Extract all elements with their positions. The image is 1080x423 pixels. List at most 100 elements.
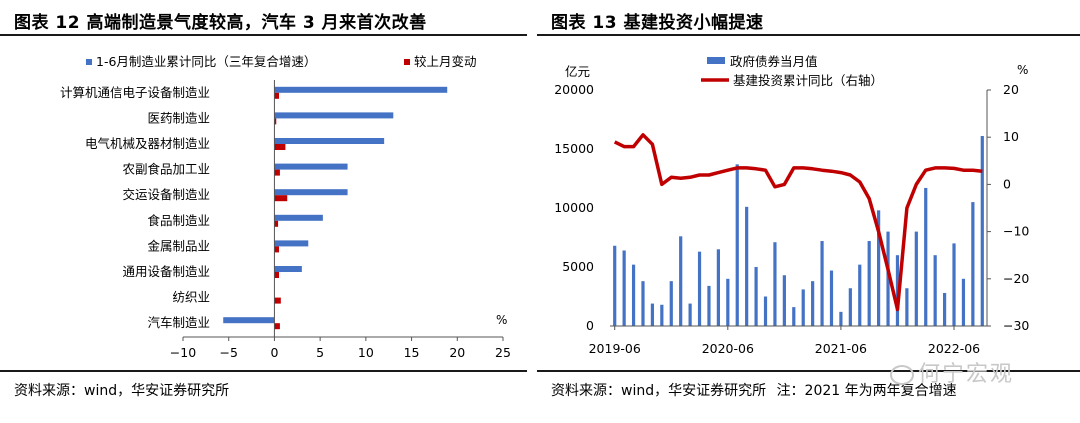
- x-tick-label: 2022-06: [928, 341, 980, 356]
- bar-series-1: [274, 112, 394, 119]
- govt-bond-bar: [688, 303, 692, 326]
- bar-series-1: [274, 138, 385, 144]
- category-label: 金属制品业: [147, 238, 210, 253]
- govt-bond-bar: [754, 267, 758, 326]
- category-label: 医药制造业: [147, 110, 210, 125]
- govt-bond-bar: [660, 304, 664, 326]
- govt-bond-bar: [820, 241, 824, 326]
- right-axis-tick-label: −10: [1003, 224, 1029, 239]
- govt-bond-bar: [679, 236, 683, 326]
- bar-series-1: [274, 189, 348, 196]
- left-source-text: 资料来源：wind，华安证券研究所: [14, 383, 230, 399]
- right-title-bar: 图表 13 基建投资小幅提速: [537, 4, 1080, 36]
- left-legend: 1-6月制造业累计同比（三年复合增速） 较上月变动: [86, 54, 477, 69]
- bar-series-2: [274, 92, 279, 99]
- left-title-bar: 图表 12 高端制造景气度较高，汽车 3 月来首次改善: [0, 4, 527, 36]
- govt-bond-bar: [829, 270, 834, 326]
- govt-bond-bar: [942, 292, 947, 326]
- govt-bond-bar: [669, 281, 673, 326]
- govt-bond-bar: [858, 264, 862, 326]
- x-tick-label: 2021-06: [815, 341, 867, 356]
- govt-bond-bar: [839, 311, 843, 326]
- govt-bond-bar: [613, 245, 617, 326]
- legend-label-series-2: 较上月变动: [414, 54, 477, 69]
- x-tick-label: −10: [170, 345, 196, 360]
- legend-swatch-series-2: [404, 59, 410, 65]
- govt-bond-bar: [895, 255, 900, 326]
- x-tick-label: 2020-06: [702, 341, 754, 356]
- bar-series-2: [274, 323, 280, 330]
- left-axis-tick-label: 20000: [554, 82, 594, 97]
- infra-investment-line: [613, 133, 983, 312]
- wechat-icon: [890, 365, 914, 385]
- govt-bond-bar: [726, 278, 730, 326]
- right-axis-unit: %: [1017, 63, 1028, 77]
- bar-series-1: [274, 266, 302, 272]
- right-axis-tick-label: −30: [1003, 318, 1029, 333]
- category-label: 汽车制造业: [147, 315, 210, 330]
- bar-series-2: [274, 297, 281, 304]
- left-chart-panel: 图表 12 高端制造景气度较高，汽车 3 月来首次改善 1-6月制造业累计同比（…: [0, 0, 527, 423]
- right-note-text: 注：2021 年为两年复合增速: [776, 383, 957, 399]
- govt-bond-bar: [707, 285, 711, 326]
- bar-series-2: [274, 195, 288, 202]
- govt-bond-bar: [914, 231, 918, 326]
- bar-series-1: [274, 163, 348, 170]
- govt-bond-bar: [697, 251, 702, 326]
- watermark-text: 何宁宏观: [918, 362, 1015, 387]
- bar-series-2: [274, 272, 279, 278]
- category-label: 纺织业: [172, 290, 210, 305]
- bar-series-1: [274, 86, 448, 93]
- left-axis-tick-label: 10000: [554, 200, 594, 215]
- right-axis-tick-label: 0: [1003, 176, 1011, 191]
- x-tick-label: 10: [358, 345, 374, 360]
- bar-series-2: [274, 246, 279, 253]
- right-axis-tick-label: 10: [1003, 129, 1019, 144]
- govt-bond-bar: [782, 275, 786, 326]
- govt-bond-bar: [716, 249, 720, 326]
- right-chart-title: 图表 13 基建投资小幅提速: [551, 13, 764, 33]
- govt-bond-bar: [773, 242, 777, 326]
- govt-bond-bar: [971, 202, 975, 326]
- category-label: 交运设备制造业: [122, 187, 210, 202]
- govt-bond-bar: [641, 281, 645, 326]
- right-source-text: 资料来源：wind，华安证券研究所: [551, 383, 767, 399]
- category-label: 通用设备制造业: [122, 264, 210, 279]
- govt-bond-bar: [811, 281, 815, 326]
- bar-series-2: [274, 169, 280, 176]
- left-axis-unit: 亿元: [565, 64, 590, 79]
- govt-bond-bar: [933, 255, 937, 326]
- right-source-bar: 资料来源：wind，华安证券研究所 注：2021 年为两年复合增速: [537, 370, 1080, 410]
- left-unit-label: %: [496, 313, 507, 327]
- govt-bond-bar: [905, 288, 909, 326]
- right-axis-tick-label: 20: [1003, 82, 1019, 97]
- govt-bond-bar: [961, 278, 966, 326]
- legend-label-line: 基建投资累计同比（右轴）: [733, 73, 883, 88]
- category-label: 计算机通信电子设备制造业: [60, 85, 210, 100]
- left-chart-title: 图表 12 高端制造景气度较高，汽车 3 月来首次改善: [14, 13, 427, 33]
- bar-series-1: [274, 214, 323, 221]
- govt-bond-bar: [924, 187, 928, 326]
- x-tick-label: −5: [219, 345, 237, 360]
- x-tick-label: 20: [449, 345, 465, 360]
- govt-bond-bar: [792, 307, 796, 326]
- left-x-axis: −10 −5 0 5 10 15 20 25: [170, 336, 511, 360]
- govt-bond-bar: [745, 206, 749, 326]
- govt-bond-bar: [980, 136, 984, 326]
- right-source-line: 资料来源：wind，华安证券研究所 注：2021 年为两年复合增速: [551, 380, 963, 400]
- govt-bond-bar: [877, 210, 881, 326]
- govt-bond-bar: [848, 288, 852, 326]
- legend-label-series-1: 1-6月制造业累计同比（三年复合增速）: [96, 54, 316, 69]
- right-chart-panel: 图表 13 基建投资小幅提速 政府债券当月值 基建投资累计同比（右轴） 亿元% 0 50…: [537, 0, 1080, 423]
- govt-bond-bar: [735, 164, 739, 326]
- bar-series-2: [274, 118, 277, 125]
- govt-bond-bar: [631, 264, 636, 326]
- category-label: 电气机械及器材制造业: [85, 136, 210, 151]
- x-tick-label: 5: [316, 345, 324, 360]
- govt-bond-bar: [952, 243, 956, 326]
- bar-series-1: [274, 240, 309, 247]
- right-axis-tick-label: −20: [1003, 271, 1029, 286]
- x-tick-label: 15: [404, 345, 420, 360]
